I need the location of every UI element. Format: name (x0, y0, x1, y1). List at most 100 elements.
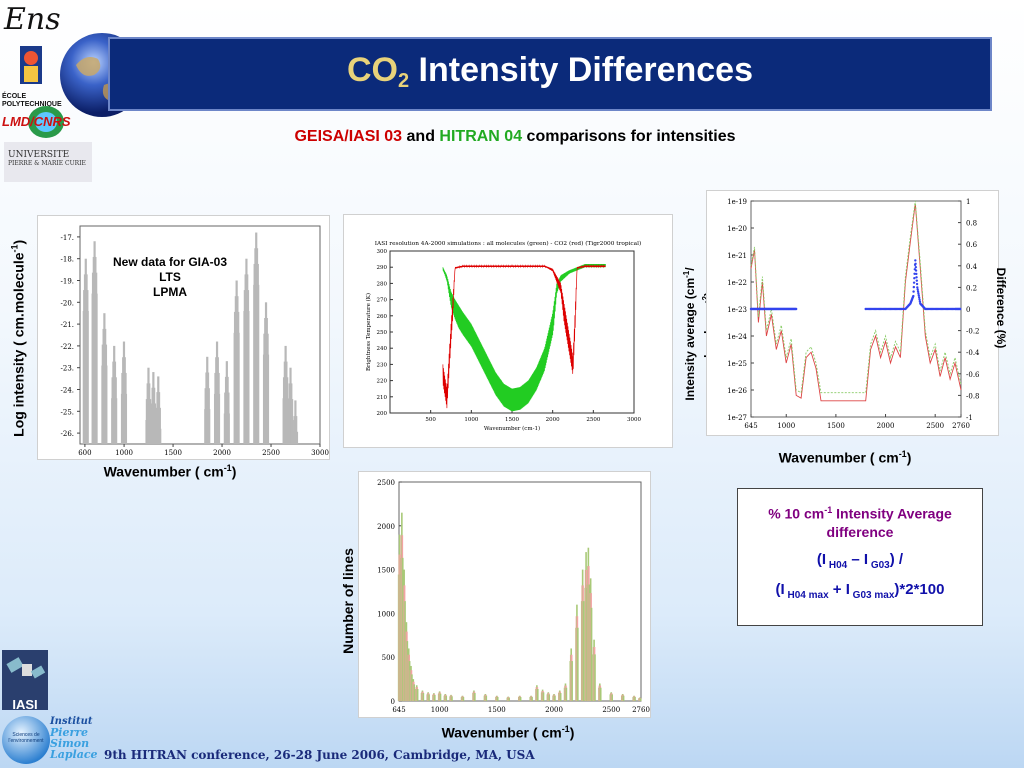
chart2-panel: IASI resolution 4A-2000 simulations : al… (343, 214, 673, 448)
chart2-series-all-molecules (442, 263, 606, 412)
chart1-ytick-label: -19. (61, 278, 75, 286)
chart3-y2tick-label: -0.6 (966, 371, 980, 379)
chart3-y2tick-label: -0.8 (966, 392, 980, 400)
chart3-difference-point (917, 292, 920, 295)
chart3-ytick-label: 1e-19 (727, 198, 747, 206)
chart2-ylabel: Brightness Temperature (K) (365, 293, 372, 371)
formula-line-1: % 10 cm-1 Intensity Average difference (768, 505, 952, 540)
chart3-difference-point (912, 281, 916, 284)
chart2-ytick-label: 240 (377, 346, 388, 352)
chart2-xtick-label: 2000 (546, 417, 560, 423)
chart4-xtick-label: 1000 (431, 706, 449, 714)
chart2-title: IASI resolution 4A-2000 simulations : al… (375, 240, 642, 247)
chart4-bar (577, 627, 579, 701)
chart4-bar (582, 601, 585, 701)
chart2-ytick-label: 290 (377, 265, 388, 271)
chart4-bar (519, 697, 522, 701)
title-sub: 2 (397, 70, 410, 92)
chart1-bar (124, 393, 128, 444)
chart3-difference-point (915, 279, 919, 282)
chart4-bar (536, 689, 539, 701)
chart1-annotation-2: LTS (159, 270, 181, 284)
chart3-xtick-label: 1500 (827, 422, 845, 430)
chart1-xtick-label: 1000 (115, 449, 133, 457)
satellite-icon (6, 657, 46, 679)
universite-label: UNIVERSITE (8, 150, 70, 160)
chart3-difference-point (914, 265, 918, 269)
chart1-bar (159, 428, 162, 444)
chart1-bar (247, 311, 250, 444)
chart1-annotation: New data for GIA-03 LTS LPMA (95, 255, 245, 300)
chart1-plot-area (79, 225, 321, 445)
chart1-xtick-label: 1500 (164, 449, 182, 457)
chart3-y2label-wrap: Difference (%) (941, 268, 1024, 349)
chart1-svg: -17. -18. -19. -20. -21. -22. -23. -24. -25. -26.… (61, 225, 329, 457)
chart3-difference-point (912, 290, 915, 293)
chart3-ytick-label: 1e-22 (727, 279, 747, 287)
chart4-bar (434, 695, 436, 701)
title-banner: CO2 Intensity Differences (108, 37, 992, 111)
ipsl-logo: Sciences de l'environnement Institut Pie… (0, 712, 98, 768)
chart3-y2tick-label: -1 (966, 414, 973, 422)
chart4-bar (508, 697, 510, 701)
chart3-ytick-label: 1e-26 (727, 387, 747, 395)
chart3-difference-point (917, 296, 921, 299)
chart1-ytick-label: -21. (61, 321, 75, 329)
chart1-bar (115, 398, 118, 444)
lmd-cnrs-label: LMD/CNRS (2, 114, 71, 129)
chart3-series-geisa (750, 200, 962, 394)
iasi-logo: IASI (2, 650, 48, 712)
chart2-xtick-label: 500 (425, 417, 436, 423)
chart1-annotation-1: New data for GIA-03 (112, 255, 228, 269)
footer-text: 9th HITRAN conference, 26-28 June 2006, … (104, 748, 535, 762)
chart3-ytick-label: 1e-20 (727, 225, 747, 233)
chart4-bar (594, 654, 596, 701)
chart4-bar (590, 607, 593, 701)
subtitle: GEISA/IASI 03 and HITRAN 04 comparisons … (120, 128, 910, 146)
chart1-panel: -17. -18. -19. -20. -21. -22. -23. -24. -25. -26.… (37, 215, 330, 460)
chart3-difference-point (959, 307, 962, 311)
chart3-difference-point (794, 307, 798, 311)
chart4-svg: 0 500 1000 1500 2000 2500 645 1000 1500 2000 2500 2… (377, 479, 650, 714)
chart4-bar (462, 697, 465, 701)
chart2-ytick-label: 250 (377, 330, 388, 336)
chart4-bar (416, 689, 419, 701)
chart4-bar (474, 693, 476, 701)
chart3-y2tick-label: 1 (966, 198, 970, 206)
chart1-xtick-label: 3000 (311, 449, 329, 457)
chart4-ytick-label: 500 (382, 654, 395, 662)
chart3-difference-point (912, 285, 916, 289)
chart1-ytick-label: -26. (61, 430, 75, 438)
chart1-bar (105, 365, 108, 444)
subtitle-rest: comparisons for intensities (522, 128, 736, 145)
polytechnique-emblem (20, 46, 42, 84)
chart3-xtick-label: 645 (744, 422, 757, 430)
chart1-ytick-label: -25. (61, 408, 75, 416)
chart1-bar (291, 420, 294, 444)
chart3-y2tick-label: 0.6 (966, 241, 978, 249)
chart4-bar (428, 694, 430, 701)
chart3-difference-point (916, 290, 920, 293)
chart3-difference-point (914, 259, 917, 262)
chart2-xtick-label: 1500 (505, 417, 519, 423)
chart3-svg: 1e-19 1e-20 1e-21 1e-22 1e-23 1e-24 1e-25 1e-26… (727, 198, 980, 430)
chart1-bar (295, 416, 298, 444)
chart4-xtick-label: 2760 (632, 706, 650, 714)
chart4-bar (639, 698, 642, 701)
chart3-ytick-label: 1e-23 (727, 306, 747, 314)
chart4-bar (559, 693, 562, 701)
chart3-difference-point (918, 298, 921, 301)
chart2-ytick-label: 260 (377, 314, 388, 320)
subtitle-hitran: HITRAN 04 (439, 128, 523, 145)
chart1-bar (208, 409, 211, 444)
chart4-bar (422, 693, 425, 701)
formula-line-2: (I H04 – I G03) / (816, 550, 904, 571)
ens-logo-text: Ens (4, 2, 61, 37)
chart3-xtick-label: 2000 (877, 422, 895, 430)
chart1-ylabel: Log intensity ( cm.molecule-1) (9, 239, 27, 437)
chart1-bar (237, 332, 240, 444)
chart2-ytick-label: 270 (377, 298, 388, 304)
chart2-xtick-label: 3000 (627, 417, 641, 423)
chart4-xtick-label: 645 (392, 706, 405, 714)
chart3-y2label: Difference (%) (994, 267, 1008, 349)
